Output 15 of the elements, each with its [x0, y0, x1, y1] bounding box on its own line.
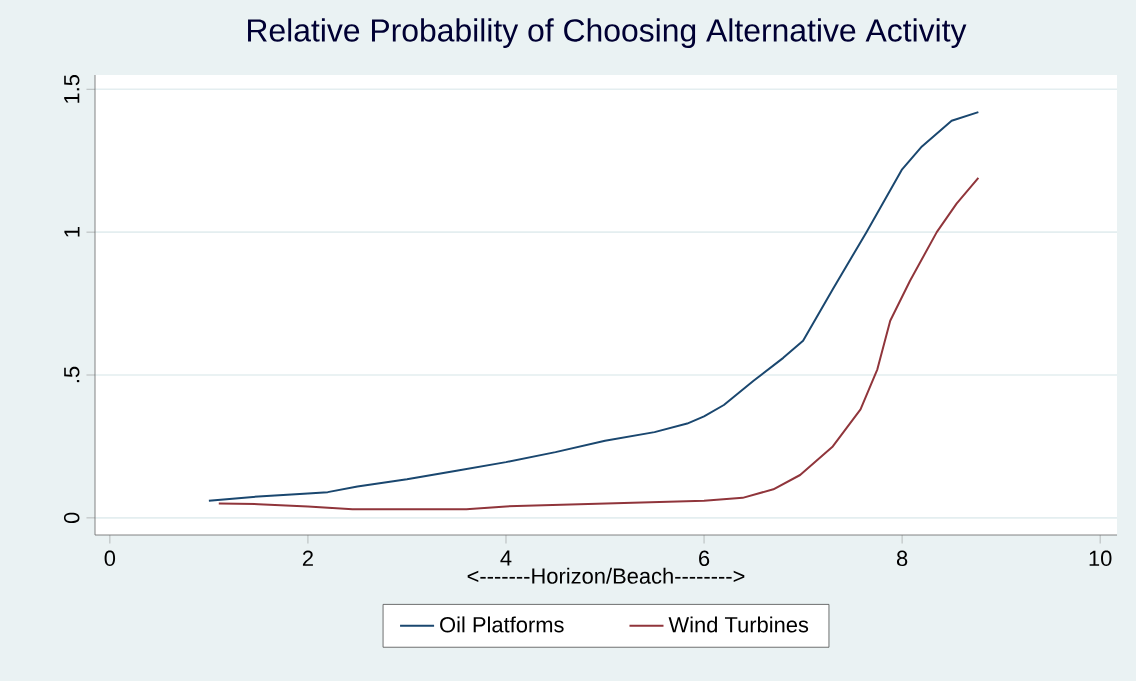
- x-axis-title: <-------Horizon/Beach-------->: [467, 567, 745, 584]
- x-tick-label: 2: [302, 550, 313, 566]
- x-tick-label: 0: [104, 550, 116, 567]
- y-tick-label: 1: [64, 227, 80, 237]
- x-tick-label: 10: [1089, 550, 1112, 567]
- x-tick-label: 4: [500, 550, 512, 566]
- x-tick-label: 6: [699, 550, 710, 567]
- x-tick-label: 8: [896, 550, 908, 567]
- chart-title: Relative Probability of Choosing Alternative Activity: [248, 18, 967, 49]
- y-tick-label: 0: [63, 512, 80, 524]
- legend-label: Wind Turbines: [668, 616, 809, 633]
- line-series: [207, 111, 980, 502]
- y-tick-label: .5: [64, 366, 80, 383]
- y-tick-label: 1.5: [64, 74, 80, 103]
- legend-label: Oil Platforms: [440, 616, 564, 633]
